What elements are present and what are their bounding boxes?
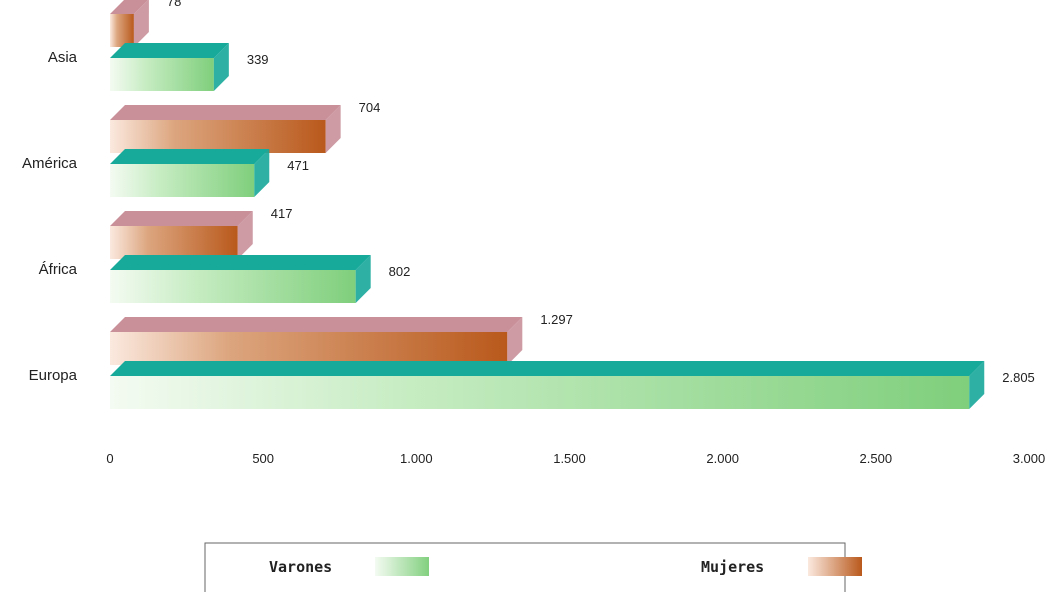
bar-varones-asia: 339 [110, 43, 269, 91]
bar-varones-africa-label: 802 [389, 264, 411, 279]
value-axis: 0 500 1.000 1.500 2.000 2.500 3.000 [106, 451, 1045, 466]
bar-mujeres-europa-label: 1.297 [540, 312, 573, 327]
bar-mujeres-africa-label: 417 [271, 206, 293, 221]
category-label-europa: Europa [29, 367, 78, 384]
x-tick-label: 0 [106, 451, 113, 466]
bars-layer: 78 339 704 471 417 802 1.297 2.805 [110, 0, 1035, 409]
x-tick-label: 2.000 [706, 451, 739, 466]
bar-varones-europa-label: 2.805 [1002, 370, 1035, 385]
legend-swatch-varones [375, 557, 429, 576]
bar-mujeres-asia: 78 [110, 0, 181, 47]
legend-label-mujeres: Mujeres [701, 558, 764, 576]
category-label-america: América [22, 155, 78, 172]
category-label-asia: Asia [48, 49, 78, 66]
bar-varones-america: 471 [110, 149, 309, 197]
bar-mujeres-europa: 1.297 [110, 312, 573, 365]
category-axis: Asia América África Europa [22, 49, 78, 384]
legend-swatch-mujeres [808, 557, 862, 576]
x-tick-label: 500 [252, 451, 274, 466]
bar-mujeres-africa: 417 [110, 206, 292, 259]
bar-mujeres-asia-label: 78 [167, 0, 181, 9]
x-tick-label: 1.500 [553, 451, 586, 466]
x-tick-label: 2.500 [860, 451, 893, 466]
bar-mujeres-america-label: 704 [359, 100, 381, 115]
category-label-africa: África [39, 261, 78, 278]
bar-varones-asia-label: 339 [247, 52, 269, 67]
legend: Varones Mujeres [204, 542, 862, 592]
bar-varones-europa: 2.805 [110, 361, 1035, 409]
legend-label-varones: Varones [269, 558, 332, 576]
x-tick-label: 3.000 [1013, 451, 1046, 466]
x-tick-label: 1.000 [400, 451, 433, 466]
bar-varones-africa: 802 [110, 255, 410, 303]
bar-varones-america-label: 471 [287, 158, 309, 173]
bar-mujeres-america: 704 [110, 100, 380, 153]
